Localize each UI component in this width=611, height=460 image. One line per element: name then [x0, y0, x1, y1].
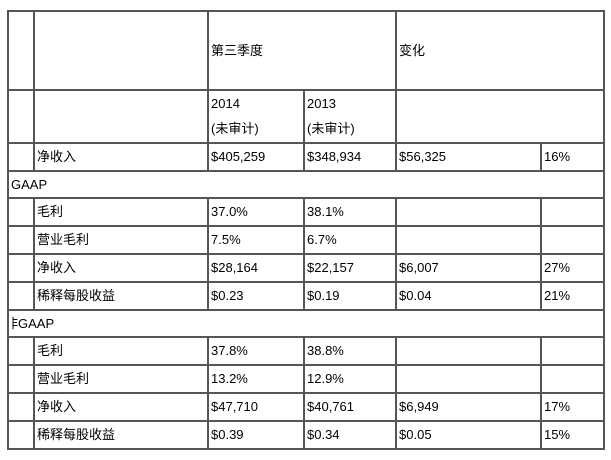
change-value-cell: $6,949 — [396, 393, 542, 421]
value-2013-cell: $348,934 — [304, 143, 397, 171]
table-row-non-gaap-net-revenue: 净收入 $47,710 $40,761 $6,949 17% — [8, 393, 605, 421]
empty-cell — [8, 143, 34, 171]
empty-cell — [396, 90, 605, 143]
metric-label-cell: 营业毛利 — [34, 365, 208, 393]
table-row-net-revenue-total: 净收入 $405,259 $348,934 $56,325 16% — [8, 143, 605, 171]
empty-cell — [8, 11, 34, 90]
table-row-gaap-gross-margin: 毛利 37.0% 38.1% — [8, 198, 605, 226]
non-gaap-title-clipwrap: 非GAAP — [11, 316, 601, 332]
value-2014-cell: $405,259 — [208, 143, 304, 171]
header-row-years: 2014 (未审计) 2013 (未审计) — [8, 90, 605, 143]
change-value-cell: $6,007 — [396, 254, 542, 282]
change-pct-cell: 17% — [541, 393, 605, 421]
value-2014-cell: 13.2% — [208, 365, 304, 393]
table-row-non-gaap-diluted-eps: 稀释每股收益 $0.39 $0.34 $0.05 15% — [8, 421, 605, 449]
value-2014-cell: $0.23 — [208, 282, 304, 310]
value-2014-cell: 37.0% — [208, 198, 304, 226]
value-2014-cell: 37.8% — [208, 337, 304, 365]
section-row-non-gaap: 非GAAP — [8, 310, 605, 337]
value-2014-cell: $47,710 — [208, 393, 304, 421]
empty-cell — [34, 11, 208, 90]
section-row-gaap: GAAP — [8, 171, 605, 198]
unaudited-note-2014: (未审计) — [211, 121, 259, 136]
gaap-section-title-cell: GAAP — [8, 171, 605, 198]
change-pct-cell — [541, 365, 605, 393]
metric-label-cell: 净收入 — [34, 143, 208, 171]
non-gaap-section-title-cell: 非GAAP — [8, 310, 605, 337]
year-2013-label: 2013 — [307, 96, 336, 111]
empty-cell — [8, 393, 34, 421]
change-value-cell: $0.04 — [396, 282, 542, 310]
change-pct-cell: 16% — [541, 143, 605, 171]
empty-cell — [8, 90, 34, 143]
change-pct-cell: 15% — [541, 421, 605, 449]
metric-label-cell: 营业毛利 — [34, 226, 208, 254]
empty-cell — [8, 254, 34, 282]
change-pct-cell — [541, 337, 605, 365]
table-row-gaap-net-revenue: 净收入 $28,164 $22,157 $6,007 27% — [8, 254, 605, 282]
table-row-non-gaap-gross-margin: 毛利 37.8% 38.8% — [8, 337, 605, 365]
year-2014-label: 2014 — [211, 96, 240, 111]
empty-cell — [8, 337, 34, 365]
metric-label-cell: 稀释每股收益 — [34, 282, 208, 310]
empty-cell — [8, 365, 34, 393]
header-row-period: 第三季度 变化 — [8, 11, 605, 90]
change-value-cell — [396, 198, 542, 226]
table-row-gaap-diluted-eps: 稀释每股收益 $0.23 $0.19 $0.04 21% — [8, 282, 605, 310]
metric-label-cell: 净收入 — [34, 393, 208, 421]
value-2013-cell: 38.1% — [304, 198, 397, 226]
non-gaap-section-title: 非GAAP — [11, 315, 55, 331]
change-value-cell: $56,325 — [396, 143, 542, 171]
change-pct-cell — [541, 226, 605, 254]
value-2013-cell: 38.8% — [304, 337, 397, 365]
value-2013-cell: $22,157 — [304, 254, 397, 282]
empty-cell — [34, 90, 208, 143]
unaudited-note-2013: (未审计) — [307, 121, 355, 136]
year-2013-header-cell: 2013 (未审计) — [304, 90, 397, 143]
value-2013-cell: $0.34 — [304, 421, 397, 449]
value-2014-cell: 7.5% — [208, 226, 304, 254]
value-2013-cell: $40,761 — [304, 393, 397, 421]
financial-results-table: 第三季度 变化 2014 (未审计) 2013 (未审计) 净收入 $405,2… — [7, 10, 606, 450]
value-2013-cell: $0.19 — [304, 282, 397, 310]
empty-cell — [8, 226, 34, 254]
metric-label-cell: 净收入 — [34, 254, 208, 282]
change-pct-cell: 21% — [541, 282, 605, 310]
change-value-cell — [396, 365, 542, 393]
quarter-header-cell: 第三季度 — [208, 11, 397, 90]
value-2014-cell: $28,164 — [208, 254, 304, 282]
empty-cell — [8, 421, 34, 449]
change-header-cell: 变化 — [396, 11, 605, 90]
metric-label-cell: 稀释每股收益 — [34, 421, 208, 449]
change-pct-cell: 27% — [541, 254, 605, 282]
year-2014-header-cell: 2014 (未审计) — [208, 90, 304, 143]
change-pct-cell — [541, 198, 605, 226]
value-2013-cell: 12.9% — [304, 365, 397, 393]
table-row-gaap-operating-margin: 营业毛利 7.5% 6.7% — [8, 226, 605, 254]
change-value-cell — [396, 226, 542, 254]
empty-cell — [8, 282, 34, 310]
value-2014-cell: $0.39 — [208, 421, 304, 449]
metric-label-cell: 毛利 — [34, 337, 208, 365]
change-value-cell — [396, 337, 542, 365]
table-row-non-gaap-operating-margin: 营业毛利 13.2% 12.9% — [8, 365, 605, 393]
value-2013-cell: 6.7% — [304, 226, 397, 254]
change-value-cell: $0.05 — [396, 421, 542, 449]
metric-label-cell: 毛利 — [34, 198, 208, 226]
empty-cell — [8, 198, 34, 226]
